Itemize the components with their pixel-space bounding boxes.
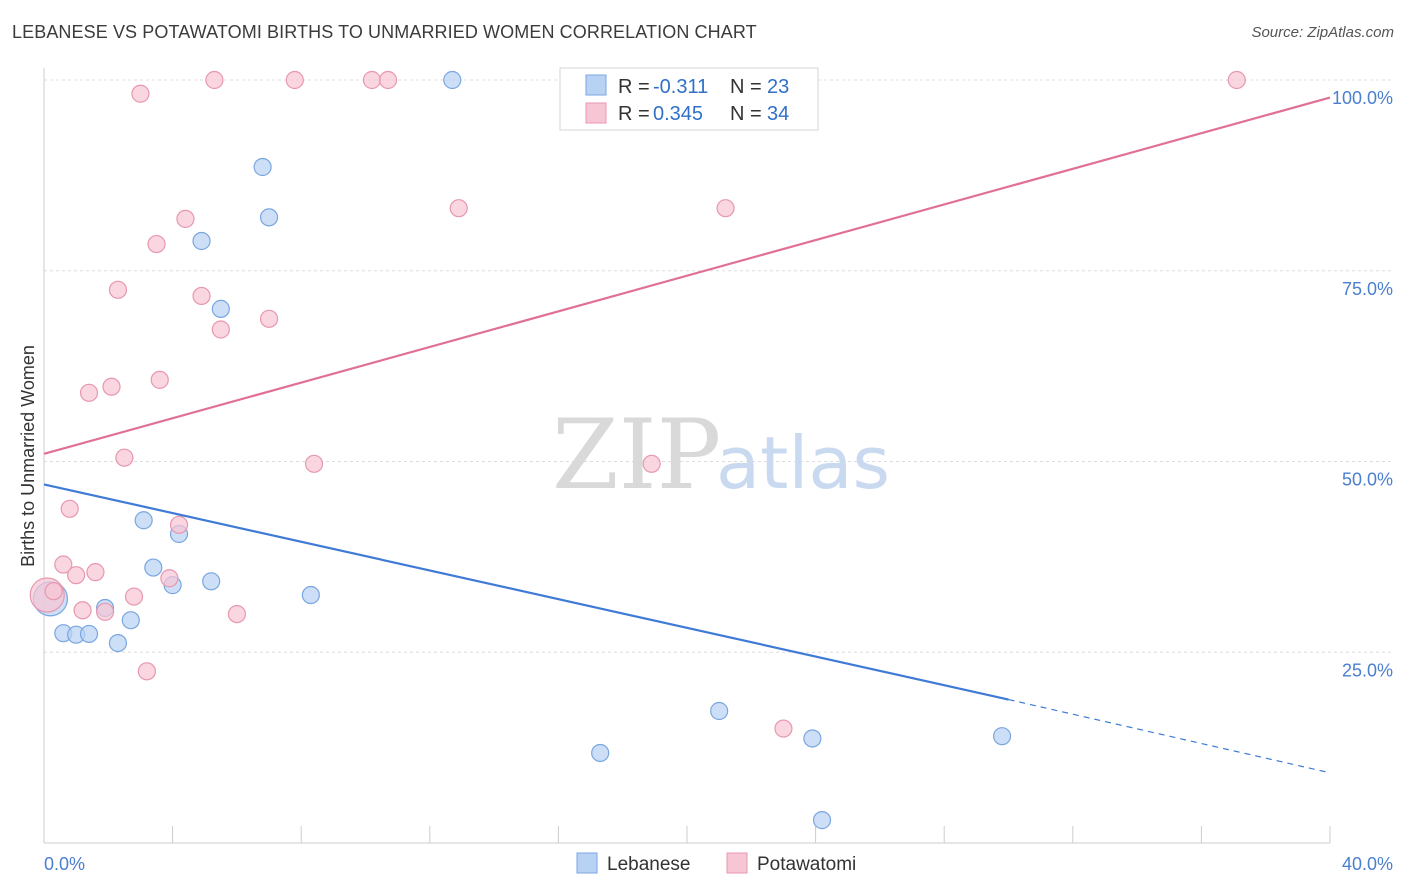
series-legend-label-lebanese: Lebanese [607, 854, 690, 875]
potawatomi-point-14 [137, 662, 156, 681]
potawatomi-point-22 [211, 320, 230, 339]
series-legend-swatch-lebanese [576, 852, 598, 874]
lebanese-point-15 [259, 208, 279, 227]
potawatomi-point-18 [169, 515, 189, 534]
y-tick-labels: 25.0% 50.0% 75.0% 100.0% [1332, 88, 1393, 680]
stats-legend-swatch-potawatomi [585, 102, 607, 124]
y-tick-label-2: 75.0% [1342, 279, 1393, 299]
stats-legend-r-label-lebanese: R = [618, 76, 655, 98]
stats-legend-n-label-lebanese: N = [730, 76, 767, 98]
potawatomi-point-2 [54, 555, 73, 574]
source-credit: Source: ZipAtlas.com [1251, 24, 1394, 41]
lebanese-point-16 [301, 585, 320, 605]
series-legend-label-potawatomi: Potawatomi [757, 854, 856, 875]
potawatomi-point-19 [176, 209, 195, 228]
y-tick-label-0: 25.0% [1342, 660, 1393, 680]
lebanese-point-6 [121, 611, 140, 630]
trend-lines [43, 96, 1331, 774]
lebanese-point-14 [253, 157, 272, 177]
lebanese-point-22 [992, 727, 1012, 746]
gridlines [44, 79, 1392, 653]
potawatomi-point-31 [716, 199, 735, 218]
potawatomi-point-20 [192, 286, 211, 306]
lebanese-point-8 [144, 558, 163, 577]
y-tick-label-3: 100.0% [1332, 88, 1393, 108]
potawatomi-point-32 [774, 719, 793, 738]
potawatomi-point-13 [131, 84, 150, 103]
stats-legend-r-label-potawatomi: R = [618, 103, 655, 125]
stats-legend-r-value-potawatomi: 0.345 [653, 103, 703, 125]
potawatomi-point-33 [1227, 70, 1246, 90]
potawatomi-point-11 [115, 448, 134, 467]
potawatomi-point-25 [285, 70, 304, 90]
x-tick-label-min: 0.0% [44, 854, 85, 874]
lebanese-point-11 [192, 231, 211, 251]
x-tick-label-max: 40.0% [1342, 854, 1393, 874]
potawatomi-point-15 [147, 234, 166, 254]
x-ticks [172, 826, 1331, 843]
potawatomi-point-4 [67, 566, 86, 585]
potawatomi-point-26 [304, 454, 324, 473]
potawatomi-point-23 [227, 604, 246, 624]
series-legend: Lebanese Potawatomi [576, 852, 856, 875]
watermark: ZIP atlas [552, 399, 890, 511]
lebanese-point-19 [710, 701, 729, 721]
potawatomi-point-21 [205, 70, 224, 90]
y-axis-label: Births to Unmarried Women [18, 345, 38, 567]
lebanese-point-5 [108, 633, 128, 653]
lebanese-point-13 [211, 299, 230, 318]
potawatomi-point-7 [86, 563, 105, 582]
potawatomi-point-30 [642, 454, 661, 473]
lebanese-trend-line-extension [1008, 698, 1331, 774]
lebanese-point-21 [812, 811, 832, 830]
potawatomi-point-17 [160, 569, 179, 588]
stats-legend-swatch-lebanese [585, 74, 607, 96]
potawatomi-point-10 [108, 280, 128, 299]
stats-legend-n-value-lebanese: 23 [767, 76, 789, 98]
potawatomi-point-28 [378, 70, 398, 90]
series-potawatomi-points [29, 70, 1246, 738]
potawatomi-point-6 [79, 383, 99, 402]
lebanese-trend-line [43, 483, 1009, 701]
watermark-zip: ZIP [552, 399, 721, 511]
series-legend-swatch-potawatomi [726, 852, 748, 874]
y-tick-label-1: 50.0% [1342, 470, 1393, 490]
potawatomi-point-27 [362, 70, 382, 90]
lebanese-point-3 [79, 624, 99, 644]
potawatomi-point-12 [124, 587, 144, 606]
potawatomi-point-9 [102, 377, 121, 396]
potawatomi-point-16 [150, 370, 169, 389]
lebanese-point-17 [443, 70, 462, 90]
potawatomi-point-29 [449, 199, 468, 218]
stats-legend-n-value-potawatomi: 34 [767, 103, 789, 125]
watermark-atlas: atlas [716, 421, 890, 505]
lebanese-point-20 [803, 729, 822, 748]
stats-legend: R = -0.311 N = 23 R = 0.345 N = 34 [559, 67, 819, 131]
potawatomi-point-8 [95, 602, 115, 621]
potawatomi-point-5 [73, 601, 92, 620]
potawatomi-point-24 [259, 309, 279, 328]
potawatomi-point-1 [44, 582, 63, 601]
stats-legend-n-label-potawatomi: N = [730, 103, 767, 125]
chart-title: LEBANESE VS POTAWATOMI BIRTHS TO UNMARRI… [12, 22, 757, 42]
lebanese-point-12 [202, 572, 221, 591]
lebanese-point-18 [591, 743, 610, 763]
lebanese-point-7 [134, 511, 153, 530]
stats-legend-r-value-lebanese: -0.311 [653, 76, 708, 98]
potawatomi-point-3 [60, 499, 79, 518]
potawatomi-trend-line [43, 96, 1331, 455]
